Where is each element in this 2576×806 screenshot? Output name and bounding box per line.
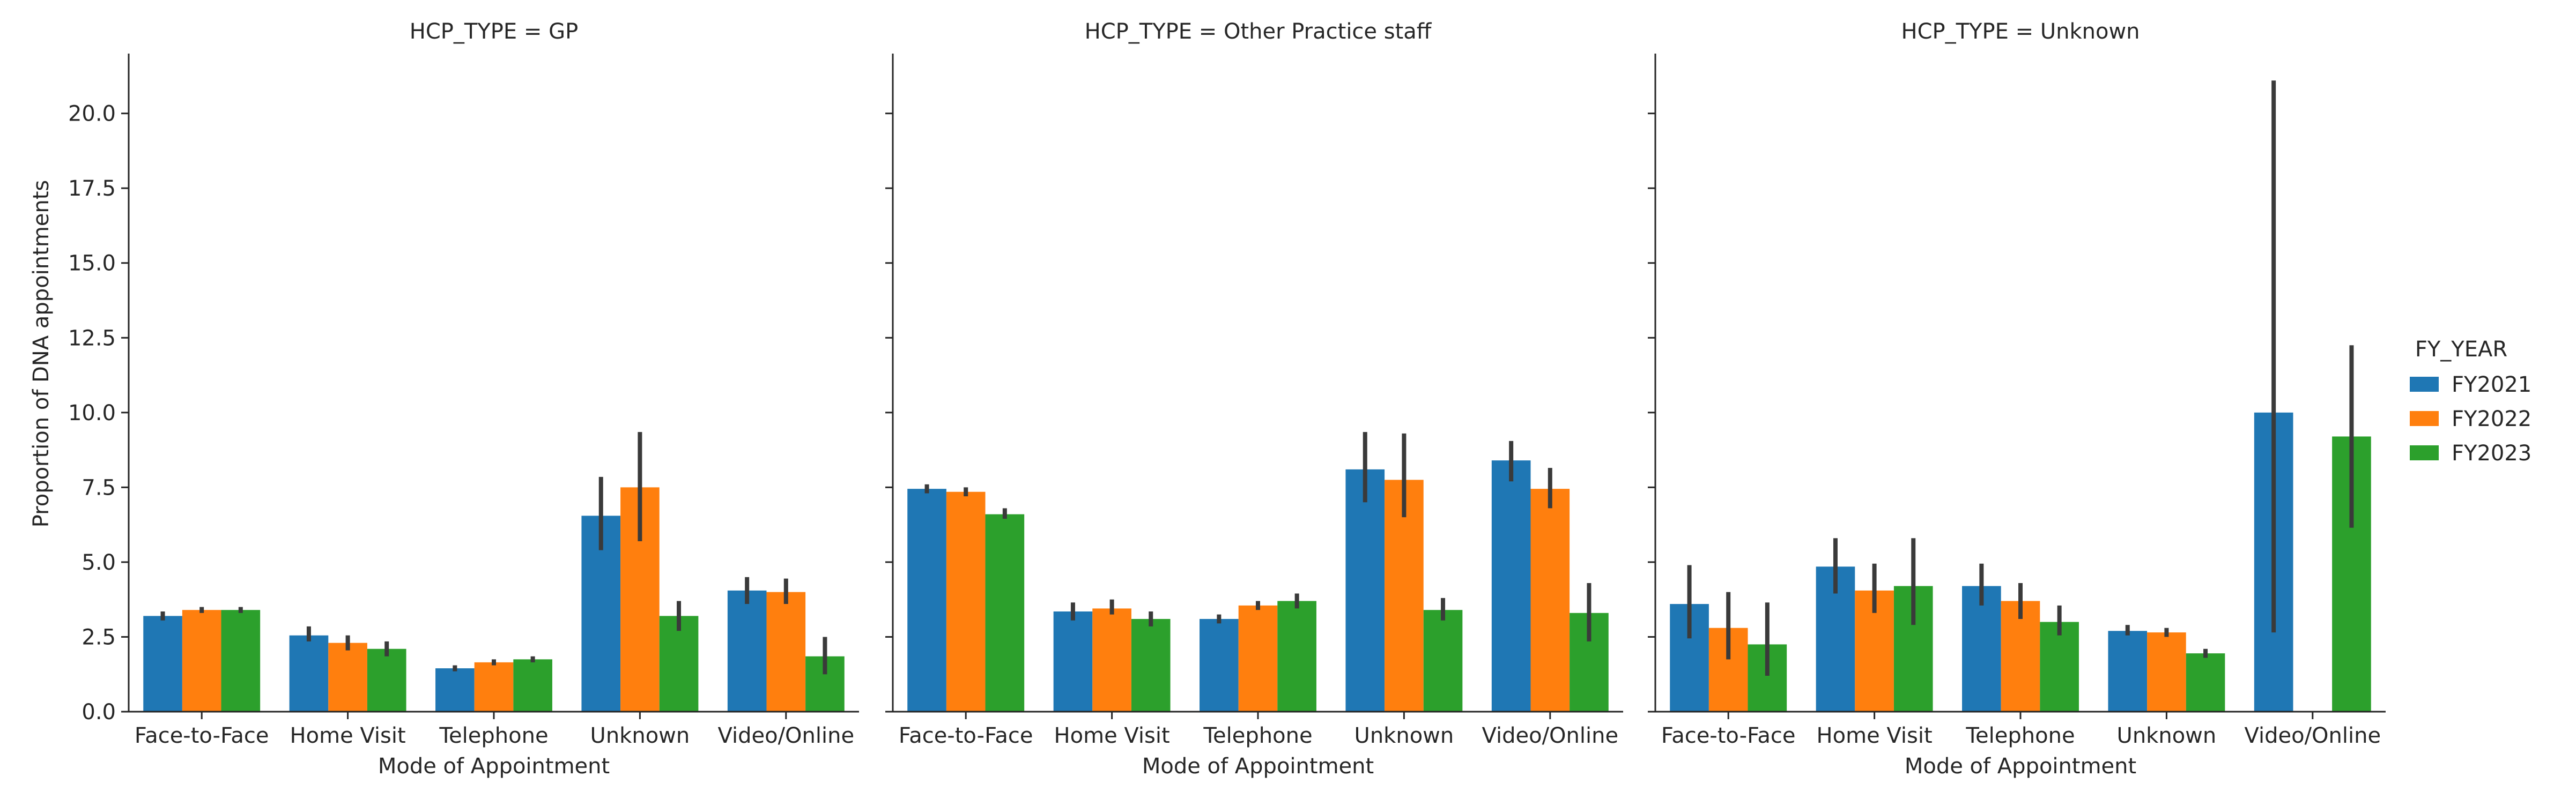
panel-title: HCP_TYPE = GP [410,19,578,44]
x-tick-label: Unknown [2117,723,2217,748]
panel-title: HCP_TYPE = Unknown [1901,19,2140,44]
bar [1530,489,1570,712]
y-tick-label: 10.0 [68,401,116,426]
bar [221,610,261,712]
bar [143,616,182,712]
x-tick-label: Unknown [1354,723,1454,748]
bar [1131,618,1171,712]
x-tick-label: Telephone [1965,723,2075,748]
bar [1962,586,2001,712]
panel-title: HCP_TYPE = Other Practice staff [1085,19,1432,44]
bar [1092,608,1131,712]
x-tick-label: Video/Online [718,723,855,748]
y-tick-label: 17.5 [68,176,116,201]
x-axis-label: Mode of Appointment [1905,754,2136,779]
x-axis-label: Mode of Appointment [1142,754,1374,779]
bar [367,648,406,712]
legend-swatch [2410,377,2439,392]
bar [727,590,767,712]
y-tick-label: 20.0 [68,102,116,126]
x-tick-label: Telephone [1203,723,1312,748]
y-tick-label: 0.0 [82,700,116,725]
y-axis-label: Proportion of DNA appointments [29,180,54,528]
bar [435,668,475,712]
bar [289,635,329,712]
bar [1385,480,1424,712]
facet-panel: HCP_TYPE = Other Practice staff Face-to-F… [885,19,1623,779]
legend-swatch [2410,411,2439,426]
bar [659,616,699,712]
bar [1277,601,1316,712]
legend-label: FY2023 [2452,441,2531,466]
x-tick-label: Face-to-Face [1661,723,1796,748]
bar [2108,631,2148,712]
y-tick-label: 2.5 [82,625,116,650]
bar [1491,460,1531,712]
x-tick-label: Home Visit [1054,723,1170,748]
bar [1200,618,1239,712]
legend-item: FY2023 [2410,441,2531,466]
bar [1053,611,1093,712]
bar [182,610,221,712]
x-axis-label: Mode of Appointment [378,754,610,779]
bar [2040,622,2079,712]
bar [513,659,552,712]
bar [2001,601,2040,712]
facet-panel: HCP_TYPE = GP 0.0 2.5 5.0 7.5 10.0 12.5 15.0 17.… [68,19,859,779]
y-tick-label: 15.0 [68,251,116,276]
bar [1345,469,1385,712]
legend-item: FY2022 [2410,407,2531,431]
legend-label: FY2022 [2452,407,2531,431]
legend-title: FY_YEAR [2415,337,2507,362]
bar [946,491,986,712]
x-tick-label: Unknown [590,723,690,748]
bar [1423,610,1463,712]
bar [474,662,514,712]
y-tick-label: 7.5 [82,475,116,500]
y-tick-label: 5.0 [82,550,116,575]
bar [907,489,946,712]
bar [1238,605,1278,712]
x-tick-label: Face-to-Face [135,723,269,748]
facet-panel: HCP_TYPE = Unknown Face-to-Face Home Visit… [1648,19,2386,779]
legend-swatch [2410,445,2439,460]
bar [2186,653,2225,712]
x-tick-label: Video/Online [2245,723,2381,748]
x-tick-label: Video/Online [1482,723,1619,748]
legend-item: FY2021 [2410,372,2531,397]
legend: FY_YEAR FY2021 FY2022 FY2023 [2410,337,2531,466]
legend-label: FY2021 [2452,372,2531,397]
bar [2147,632,2186,712]
x-tick-label: Telephone [439,723,548,748]
bar [985,514,1025,712]
bar [328,643,367,712]
y-tick-label: 12.5 [68,326,116,350]
x-tick-label: Home Visit [290,723,406,748]
x-tick-label: Home Visit [1817,723,1933,748]
x-tick-label: Face-to-Face [899,723,1033,748]
bar [766,592,806,712]
